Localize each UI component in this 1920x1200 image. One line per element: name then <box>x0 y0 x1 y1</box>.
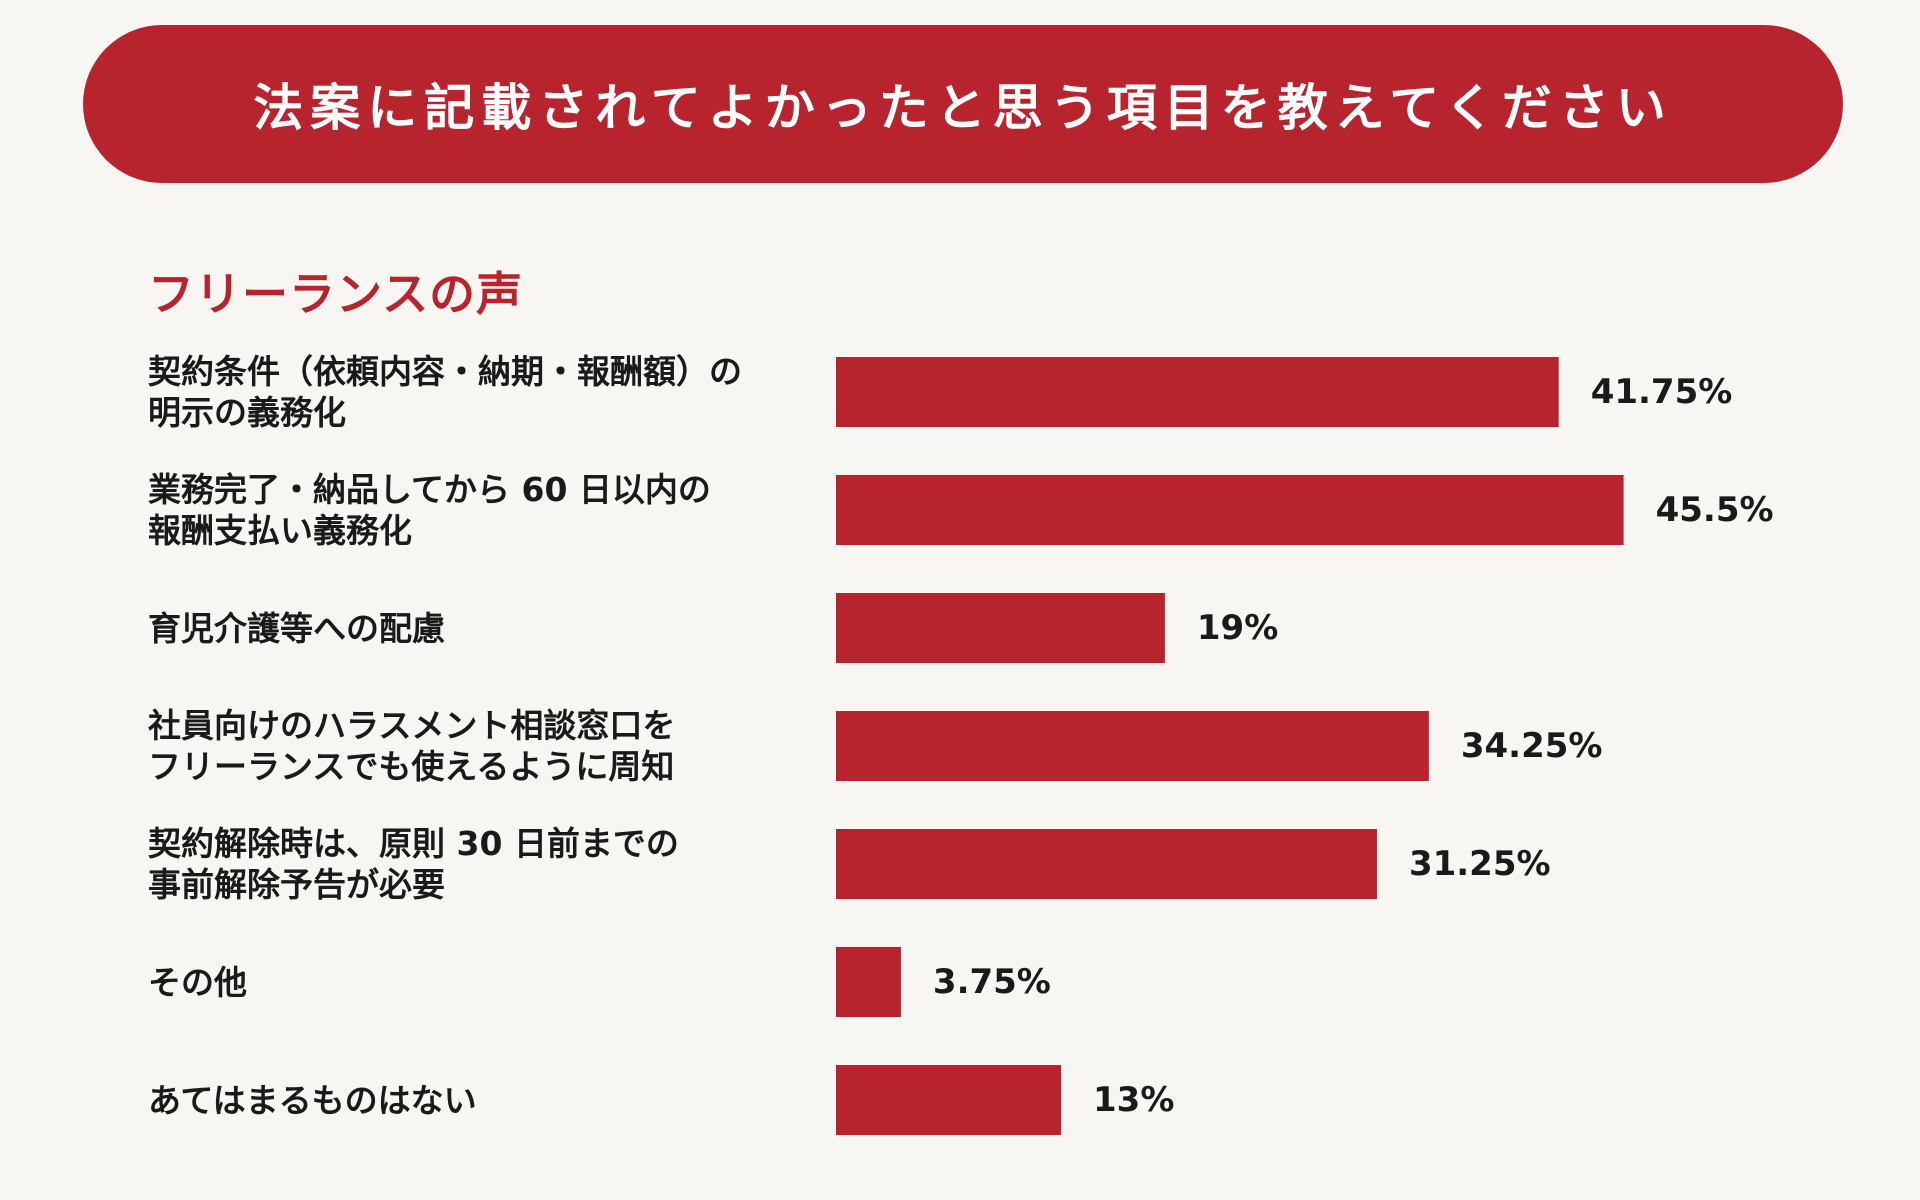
category-label-line: 業務完了・納品してから 60 日以内の <box>148 470 711 509</box>
category-label-line: その他 <box>148 962 247 1002</box>
category-label-4: 社員向けのハラスメント相談窓口を フリーランスでも使えるように周知 <box>148 701 788 791</box>
category-label-line: 契約解除時は、原則 30 日前までの <box>148 824 679 863</box>
bar-6 <box>836 947 901 1017</box>
value-label-6: 3.75% <box>932 962 1051 1002</box>
category-label-line: 契約条件（依頼内容・納期・報酬額）の <box>148 352 742 391</box>
category-label-line: 育児介護等への配慮 <box>148 608 445 648</box>
category-label-line: 報酬支払い義務化 <box>148 511 412 550</box>
value-label-4: 34.25% <box>1460 726 1603 766</box>
chart-title: 法案に記載されてよかったと思う項目を教えてください <box>253 79 1673 137</box>
value-label-5: 31.25% <box>1408 844 1551 884</box>
bar-7 <box>836 1065 1062 1135</box>
category-label-6: その他 <box>148 937 788 1027</box>
bar-4 <box>836 711 1429 781</box>
value-label-2: 45.5% <box>1655 490 1774 530</box>
bar-3 <box>836 593 1165 663</box>
value-label-7: 13% <box>1093 1080 1175 1120</box>
category-label-line: あてはまるものはない <box>148 1080 477 1120</box>
value-label-1: 41.75% <box>1590 372 1733 412</box>
bar-2 <box>836 475 1624 545</box>
chart-subtitle: フリーランスの声 <box>148 267 524 321</box>
category-label-7: あてはまるものはない <box>148 1055 788 1145</box>
bar-1 <box>836 357 1559 427</box>
category-label-5: 契約解除時は、原則 30 日前までの 事前解除予告が必要 <box>148 819 788 909</box>
category-label-1: 契約条件（依頼内容・納期・報酬額）の 明示の義務化 <box>148 347 788 437</box>
category-label-2: 業務完了・納品してから 60 日以内の 報酬支払い義務化 <box>148 465 788 555</box>
category-label-line: 明示の義務化 <box>148 393 346 432</box>
bar-5 <box>836 829 1377 899</box>
category-label-3: 育児介護等への配慮 <box>148 583 788 673</box>
category-label-line: 事前解除予告が必要 <box>148 865 445 904</box>
value-label-3: 19% <box>1196 608 1279 648</box>
category-label-line: 社員向けのハラスメント相談窓口を <box>148 706 676 745</box>
title-banner: 法案に記載されてよかったと思う項目を教えてください <box>83 25 1843 183</box>
category-label-line: フリーランスでも使えるように周知 <box>148 747 675 786</box>
